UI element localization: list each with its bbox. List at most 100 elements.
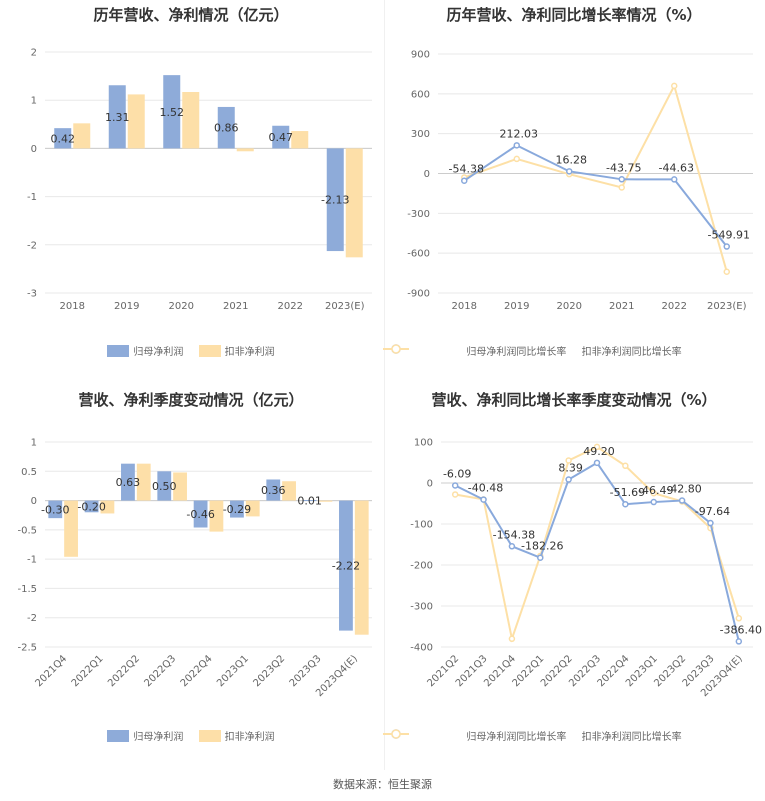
y-tick-label: -400 bbox=[410, 643, 433, 654]
data-label: -54.38 bbox=[449, 163, 484, 176]
legend-item-deducted-profit[interactable]: 扣非净利润 bbox=[198, 343, 275, 358]
data-label: 1.52 bbox=[160, 106, 185, 119]
y-tick-label: -600 bbox=[407, 249, 430, 260]
point-deducted-growth bbox=[451, 491, 459, 498]
x-tick-label: 2021Q4 bbox=[33, 653, 69, 689]
data-label: 1.31 bbox=[105, 111, 130, 124]
y-tick-label: -900 bbox=[407, 289, 430, 300]
x-tick-label: 2023(E) bbox=[707, 301, 747, 312]
data-label: -46.49 bbox=[638, 484, 673, 497]
point-deducted-growth bbox=[671, 82, 678, 90]
legend-item-parent-profit[interactable]: 归母净利润 bbox=[107, 343, 183, 358]
bar-deducted-profit bbox=[182, 92, 200, 149]
chart-title: 历年营收、净利情况（亿元） bbox=[93, 6, 289, 24]
point-parent-growth bbox=[671, 176, 678, 183]
point-parent-growth bbox=[622, 500, 629, 508]
y-tick-label: 100 bbox=[414, 438, 433, 449]
chart-legend: 归母净利润同比增长率 扣非净利润同比增长率 bbox=[383, 728, 765, 743]
bar-parent-profit bbox=[266, 479, 281, 501]
point-deducted-growth bbox=[735, 615, 743, 622]
point-deducted-growth bbox=[513, 155, 520, 163]
legend-item-deducted-growth[interactable]: 扣非净利润同比增长率 bbox=[383, 728, 682, 743]
point-deducted-growth bbox=[650, 490, 657, 497]
line-deducted-growth bbox=[463, 83, 728, 273]
x-tick-label: 2020 bbox=[557, 301, 582, 312]
legend-label: 归母净利润 bbox=[133, 732, 184, 743]
data-source-footer: 数据来源：恒生聚源 bbox=[333, 778, 432, 791]
point-parent-growth bbox=[461, 177, 468, 184]
chart-title: 营收、净利季度变动情况（亿元） bbox=[78, 391, 304, 409]
bar-deducted-profit bbox=[209, 500, 224, 532]
legend-item-parent-growth[interactable]: 归母净利润同比增长率 bbox=[383, 728, 567, 743]
bar-parent-profit bbox=[217, 106, 235, 149]
point-parent-growth bbox=[593, 459, 601, 467]
point-parent-growth bbox=[707, 519, 714, 527]
y-tick-label: -300 bbox=[410, 602, 433, 613]
data-label: -154.38 bbox=[493, 528, 535, 541]
legend-item-deducted-growth[interactable]: 扣非净利润同比增长率 bbox=[383, 343, 682, 358]
point-parent-growth bbox=[723, 243, 730, 250]
legend-label: 扣非净利润 bbox=[224, 347, 275, 358]
legend-swatch bbox=[198, 344, 221, 357]
bar-deducted-profit bbox=[73, 123, 91, 149]
x-tick-label: 2023Q3 bbox=[288, 653, 324, 689]
legend-item-parent-profit[interactable]: 归母净利润 bbox=[107, 728, 183, 743]
line-parent-growth bbox=[463, 144, 728, 248]
legend-item-deducted-profit[interactable]: 扣非净利润 bbox=[198, 728, 275, 743]
data-label: 8.39 bbox=[558, 462, 583, 475]
bar-deducted-profit bbox=[245, 500, 260, 517]
legend-item-parent-growth[interactable]: 归母净利润同比增长率 bbox=[383, 343, 566, 358]
x-tick-label: 2022 bbox=[662, 301, 687, 312]
bar-parent-profit bbox=[272, 125, 290, 149]
data-label: 0.36 bbox=[261, 484, 286, 497]
annual-profit-panel: 历年营收、净利情况（亿元） 2 1 0 -1 -2 -3 2018 2019 2020 2021 2… bbox=[0, 0, 382, 385]
y-tick-label: 0 bbox=[31, 496, 37, 507]
data-label: 0.47 bbox=[269, 131, 294, 144]
point-parent-growth bbox=[480, 496, 487, 503]
annual-growth-line-chart: 900 600 300 0 -300 -600 -900 2018 2019 2020 2021 20… bbox=[407, 50, 753, 312]
data-label: -386.40 bbox=[720, 623, 762, 636]
quarterly-profit-panel: 营收、净利季度变动情况（亿元） 1 0.5 0 -0.5 -1 -1.5 -2 -2.5 202… bbox=[0, 385, 382, 770]
bar-parent-profit bbox=[302, 499, 317, 501]
x-tick-label: 2021 bbox=[609, 301, 634, 312]
data-label: -2.22 bbox=[332, 560, 360, 573]
x-tick-label: 2019 bbox=[114, 301, 139, 312]
y-tick-label: -300 bbox=[407, 209, 430, 220]
x-tick-label: 2020 bbox=[169, 301, 194, 312]
y-tick-label: -2 bbox=[27, 613, 37, 624]
x-tick-label: 2022Q1 bbox=[70, 653, 106, 689]
data-label: 0.86 bbox=[214, 122, 239, 135]
bar-parent-profit bbox=[54, 128, 72, 149]
data-label: 0.50 bbox=[152, 480, 177, 493]
legend-label: 归母净利润同比增长率 bbox=[466, 732, 567, 743]
bar-parent-profit bbox=[108, 85, 126, 149]
bar-deducted-profit bbox=[354, 500, 369, 635]
point-deducted-growth bbox=[618, 184, 625, 191]
bar-parent-profit bbox=[84, 500, 99, 513]
point-parent-growth bbox=[508, 543, 516, 550]
x-tick-label: 2022 bbox=[278, 301, 303, 312]
x-tick-label: 2022Q2 bbox=[106, 653, 142, 689]
legend-line-marker bbox=[383, 344, 409, 354]
data-label: 0.42 bbox=[51, 132, 76, 145]
data-label: -6.09 bbox=[443, 467, 471, 480]
y-tick-label: -1 bbox=[27, 555, 37, 566]
x-tick-label: 2018 bbox=[60, 301, 85, 312]
legend-label: 扣非净利润同比增长率 bbox=[581, 732, 682, 743]
bar-deducted-profit bbox=[100, 500, 115, 514]
bar-parent-profit bbox=[163, 75, 181, 149]
x-tick-label: 2023Q2 bbox=[251, 653, 287, 689]
data-label: 0.63 bbox=[116, 476, 141, 489]
x-tick-label: 2018 bbox=[452, 301, 477, 312]
y-tick-label: -2 bbox=[27, 240, 37, 251]
chart-title: 历年营收、净利同比增长率情况（%） bbox=[446, 6, 702, 24]
data-label: -0.30 bbox=[41, 503, 69, 516]
bar-parent-profit bbox=[193, 500, 208, 528]
y-tick-label: -100 bbox=[410, 520, 433, 531]
y-tick-label: -0.5 bbox=[17, 525, 37, 536]
point-parent-growth bbox=[513, 142, 520, 149]
annual-growth-panel: 历年营收、净利同比增长率情况（%） 900 600 300 0 -300 -600 -900… bbox=[383, 0, 765, 385]
data-label: -43.75 bbox=[606, 161, 641, 174]
quarterly-growth-line-chart: 1000-100-200-300-4002021Q22021Q32021Q420… bbox=[410, 438, 762, 700]
chart-legend: 归母净利润 扣非净利润 bbox=[0, 728, 382, 745]
